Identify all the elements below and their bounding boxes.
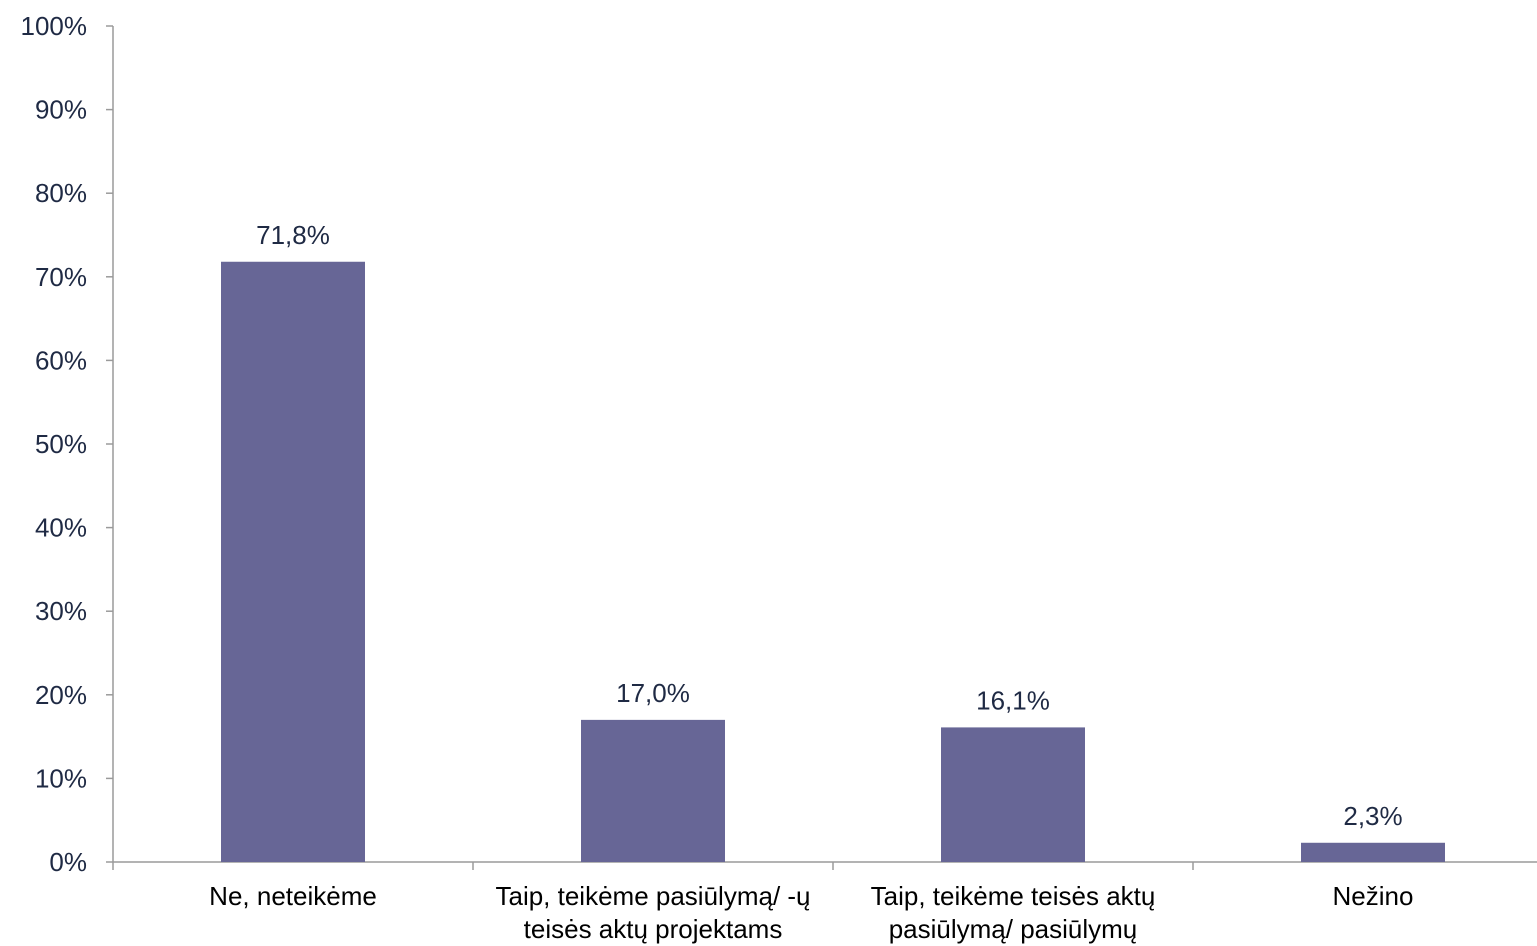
data-label: 17,0% (616, 678, 690, 708)
bar (221, 261, 365, 862)
y-axis: 0% 10% 20% 30% 40% 50% 60% 70% 80% 90% 100% (21, 11, 114, 877)
y-tick-label: 90% (35, 95, 87, 125)
category-label: Taip, teikėme pasiūlymą/ -ų (495, 881, 810, 911)
data-label: 16,1% (976, 685, 1050, 715)
y-tick-label: 100% (21, 11, 88, 41)
y-tick-label: 30% (35, 596, 87, 626)
y-tick-label: 80% (35, 178, 87, 208)
bars (221, 261, 1445, 862)
y-tick-label: 50% (35, 429, 87, 459)
category-label: Taip, teikėme teisės aktų (871, 881, 1156, 911)
y-tick-label: 40% (35, 513, 87, 543)
bar (941, 727, 1085, 862)
y-tick-label: 70% (35, 262, 87, 292)
bar (1301, 842, 1445, 862)
data-label: 71,8% (256, 220, 330, 250)
y-tick-label: 60% (35, 345, 87, 375)
data-label: 2,3% (1343, 801, 1402, 831)
y-tick-label: 20% (35, 680, 87, 710)
category-label: Nežino (1333, 881, 1414, 911)
bar (581, 719, 725, 862)
y-tick-label: 10% (35, 763, 87, 793)
y-tick-label: 0% (49, 847, 87, 877)
x-axis: Ne, neteikėme Taip, teikėme pasiūlymą/ -ų… (112, 861, 1537, 944)
category-label: teisės aktų projektams (524, 914, 783, 944)
category-label: Ne, neteikėme (209, 881, 377, 911)
category-label: pasiūlymą/ pasiūlymų (889, 914, 1138, 944)
data-labels: 71,8% 17,0% 16,1% 2,3% (256, 220, 1403, 831)
